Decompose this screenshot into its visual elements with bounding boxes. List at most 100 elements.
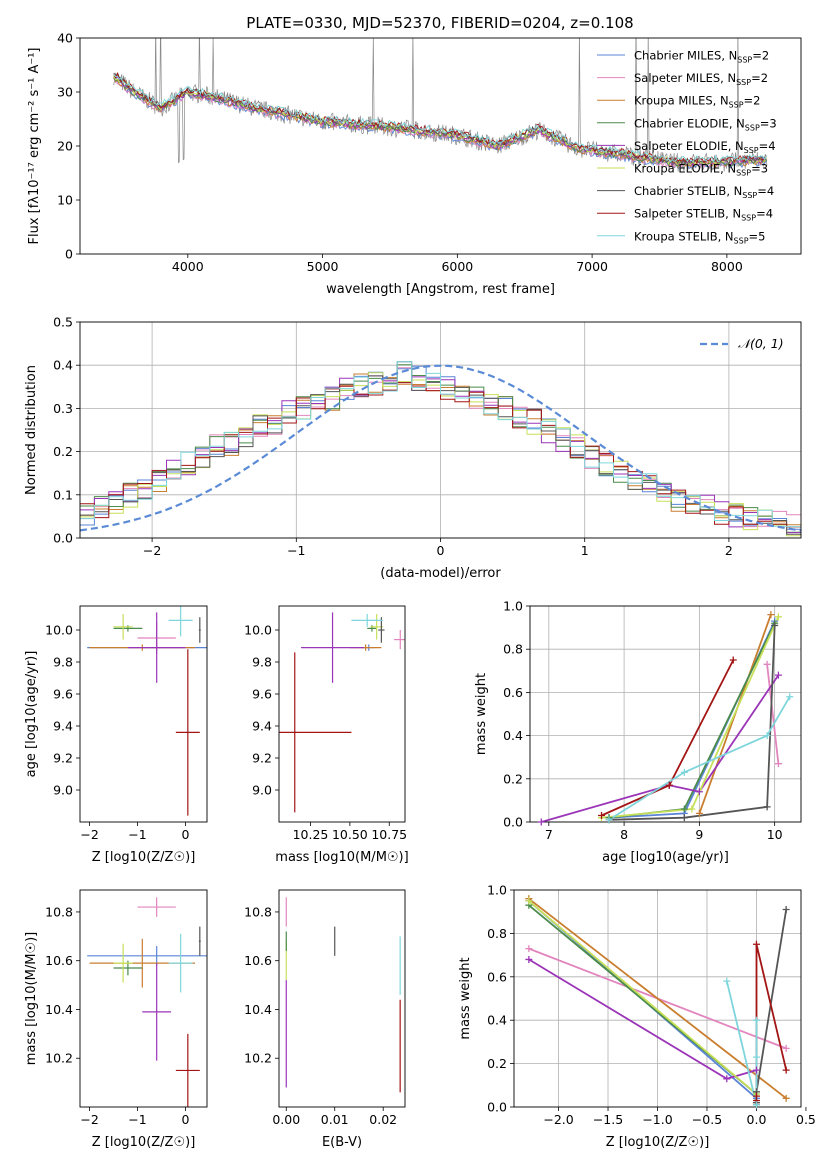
spectrum-legend-tail: =2 [744,94,761,108]
weight-vs-age-axes: 7 8 9 10 0.0 0.2 0.4 0.6 0.8 1.0 age [log10(age/yr… [474,599,802,865]
weight-vs-Z-axes: −2.0 −1.5 −1.0 −0.5 0.0 0.5 0.0 0.2 0.4 0.6 0.8 1.0… [458,883,816,1151]
mass-vs-ebv-xtick-label: 0.00 [272,1112,300,1127]
mass-vs-ebv-xtick-label: 0.01 [321,1112,349,1127]
weight-vs-age-ytick-label: 1.0 [503,599,523,614]
weight-vs-Z-marker [723,1075,731,1083]
age-vs-mass-xlabel: mass [log10(M/M☉)] [275,850,408,865]
weight-vs-Z-marker [782,1094,790,1102]
weight-vs-Z-marker [752,1092,760,1100]
weight-vs-age-marker [680,814,688,822]
spectrum-legend-sub: SSP [734,236,749,245]
weight-vs-age-marker [605,816,613,824]
weight-vs-age-marker [771,621,779,629]
weight-vs-age-ytick-label: 0.0 [503,815,523,830]
spectrum-legend-sub: SSP [744,146,759,155]
weight-vs-Z-frame [513,889,802,1108]
spectrum-legend-sub: SSP [736,169,751,178]
age-vs-mass-frame [278,605,406,823]
spectrum-legend-sub: SSP [745,123,760,132]
residuals-xlabel: (data-model)/error [380,566,501,581]
spectrum-frame [79,37,802,255]
age-vs-Z-ylabel: age [log10(age/yr)] [24,651,39,778]
residuals-ytick-label: 0.2 [53,444,73,459]
mass-vs-ebv-plot-area [285,897,401,1093]
plot-layer: 4000 5000 6000 7000 8000010203040wavelength … [24,31,816,1151]
mass-vs-ebv-ytick-label: 10.8 [244,904,272,919]
weight-vs-age-xtick-label: 8 [620,827,628,842]
age-vs-Z-ytick-label: 9.2 [53,751,73,766]
weight-vs-age-marker [695,809,703,817]
age-vs-mass-xtick-label: 10.25 [293,827,329,842]
weight-vs-Z-marker [782,1066,790,1074]
weight-vs-age-marker [774,613,782,621]
spectrum-ylabel: Flux [fλ10⁻¹⁷ erg cm⁻² s⁻¹ A⁻¹] [27,48,42,245]
residuals-frame [79,321,802,539]
spectrum-model-line [113,74,767,164]
spectrum-legend-label: Salpeter ELODIE, NSSP=4 [634,139,776,155]
spectrum-model-line [113,72,767,165]
age-vs-mass-ytick-label: 10.0 [244,623,272,638]
weight-vs-Z-ytick-label: 0.6 [487,969,507,984]
residual-legend-label: 𝒩(0, 1) [738,336,784,351]
residuals-ytick-label: 0.1 [53,487,73,502]
spectrum-ytick-label: 40 [57,31,73,46]
age-vs-mass-ytick-label: 9.6 [252,687,272,702]
weight-vs-age-marker [537,818,545,826]
mass-vs-Z-xlabel: Z [log10(Z/Z☉)] [92,1135,196,1150]
spectrum-legend-sub: SSP [729,101,744,110]
weight-vs-Z-xtick-label: −1.0 [642,1112,672,1127]
mass-vs-Z-xtick-label: 0 [181,1112,189,1127]
spectrum-legend-tail: =4 [757,184,774,198]
mass-vs-ebv-xlabel: E(B-V) [322,1135,362,1150]
weight-vs-age-ylabel: mass weight [474,673,489,755]
weight-vs-age-marker [688,805,696,813]
weight-vs-Z-marker [723,977,731,985]
age-vs-mass-ytick-label: 9.0 [252,783,272,798]
spectrum-legend-label: Salpeter STELIB, NSSP=4 [634,207,773,223]
mass-vs-ebv-axes: 0.00 0.01 0.02 10.2 10.4 10.6 10.8 E(B-V) [244,889,406,1150]
spectrum-legend-label: Salpeter MILES, NSSP=2 [634,71,768,87]
weight-vs-Z-series-line [725,980,758,1106]
spectrum-legend-tail: =4 [756,207,773,221]
spectrum-xtick-label: 8000 [711,259,743,274]
weight-vs-age-series-line [608,696,791,821]
residuals-axes: −2 −1 0 1 2 0.0 0.1 0.2 0.3 0.4 0.5 (data-model)/er… [24,315,802,581]
weight-vs-age-marker [680,768,688,776]
spectrum-legend-tail: =2 [751,71,768,85]
weight-vs-Z-ytick-label: 0.2 [487,1056,507,1071]
weight-vs-age-ytick-label: 0.8 [503,642,523,657]
spectrum-legend-tail: =2 [752,49,769,63]
residuals-ytick-label: 0.5 [53,315,73,330]
spectrum-legend-tail: =5 [749,229,766,243]
residuals-xtick-label: 2 [725,543,733,558]
mass-vs-ebv-ytick-label: 10.4 [244,1002,272,1017]
mass-vs-Z-ytick-label: 10.2 [45,1051,73,1066]
weight-vs-age-marker [763,660,771,668]
weight-vs-Z-marker [752,1016,760,1024]
weight-vs-age-marker [774,671,782,679]
residuals-xtick-label: 0 [437,543,445,558]
residuals-ylabel: Normed distribution [24,365,39,495]
spectrum-ytick-label: 20 [57,139,73,154]
spectrum-legend-tail: =4 [759,139,776,153]
spectrum-xtick-label: 4000 [172,259,204,274]
weight-vs-Z-marker [752,1066,760,1074]
age-vs-Z-frame [79,605,208,823]
residuals-ytick-label: 0.4 [53,358,73,373]
weight-vs-Z-marker [752,1101,760,1109]
weight-vs-age-marker [598,812,606,820]
weight-vs-Z-ytick-label: 0.8 [487,926,507,941]
age-vs-Z-xtick-label: −1 [128,827,146,842]
mass-vs-Z-xtick-label: −1 [128,1112,146,1127]
mass-vs-Z-xtick-label: −2 [80,1112,98,1127]
weight-vs-age-marker [665,781,673,789]
spectrum-xtick-label: 5000 [307,259,339,274]
weight-vs-Z-ytick-label: 1.0 [487,883,507,898]
mass-vs-ebv-ytick-label: 10.6 [244,953,272,968]
weight-vs-age-marker [767,611,775,619]
weight-vs-Z-series-line [528,897,787,1100]
weight-vs-Z-marker [752,940,760,948]
age-vs-mass-xtick-label: 10.50 [332,827,368,842]
age-vs-Z-ytick-label: 9.6 [53,687,73,702]
